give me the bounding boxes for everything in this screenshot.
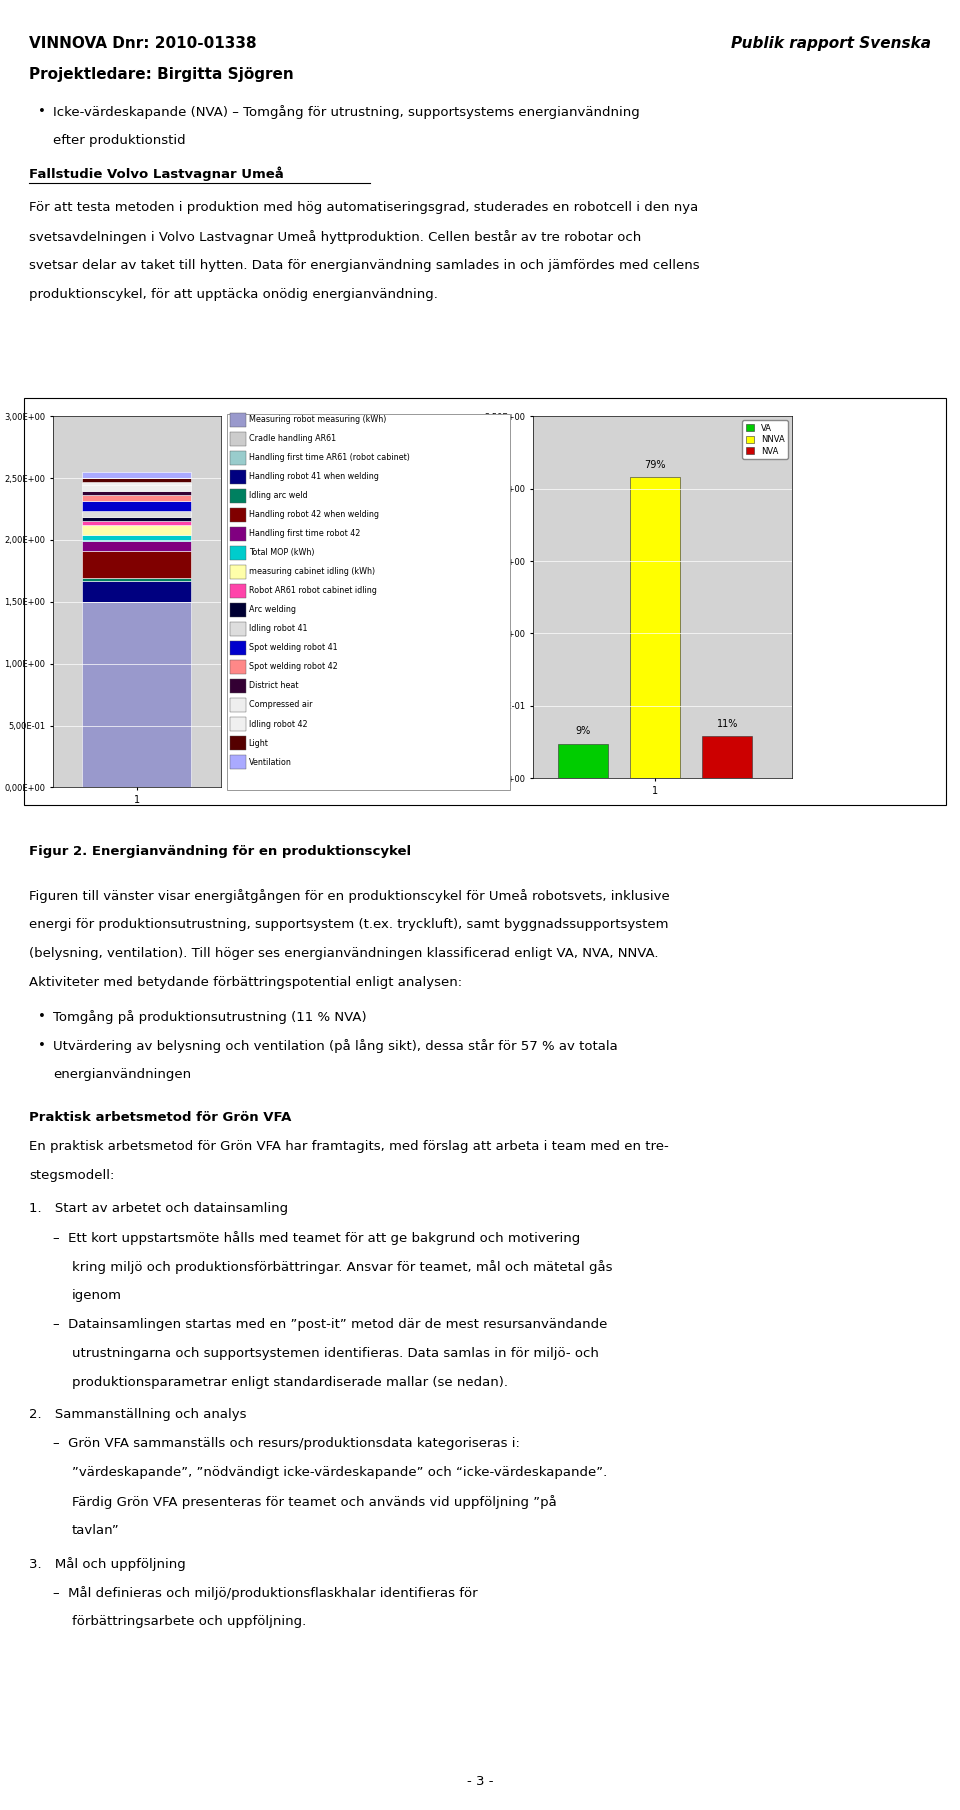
Text: •: •: [38, 105, 46, 118]
Text: Aktiviteter med betydande förbättringspotential enligt analysen:: Aktiviteter med betydande förbättringspo…: [29, 976, 462, 988]
Legend: VA, NNVA, NVA: VA, NNVA, NVA: [742, 420, 788, 460]
Bar: [83, 485, 191, 492]
Bar: [558, 744, 609, 778]
Text: Cradle handling AR61: Cradle handling AR61: [249, 434, 336, 443]
Text: svetsavdelningen i Volvo Lastvagnar Umeå hyttproduktion. Cellen består av tre ro: svetsavdelningen i Volvo Lastvagnar Umeå…: [29, 230, 641, 244]
Text: Praktisk arbetsmetod för Grön VFA: Praktisk arbetsmetod för Grön VFA: [29, 1111, 291, 1124]
Bar: [83, 510, 191, 518]
Bar: [83, 496, 191, 501]
Text: 79%: 79%: [644, 460, 666, 471]
Text: utrustningarna och supportsystemen identifieras. Data samlas in för miljö- och: utrustningarna och supportsystemen ident…: [72, 1347, 599, 1359]
Text: Total MOP (kWh): Total MOP (kWh): [249, 548, 314, 557]
Text: energianvändningen: energianvändningen: [53, 1068, 191, 1081]
Text: –  Grön VFA sammanställs och resurs/produktionsdata kategoriseras i:: – Grön VFA sammanställs och resurs/produ…: [53, 1437, 519, 1450]
Text: För att testa metoden i produktion med hög automatiseringsgrad, studerades en ro: För att testa metoden i produktion med h…: [29, 201, 698, 214]
Bar: [83, 501, 191, 510]
Bar: [630, 478, 681, 778]
Text: Fallstudie Volvo Lastvagnar Umeå: Fallstudie Volvo Lastvagnar Umeå: [29, 167, 283, 181]
Text: –  Datainsamlingen startas med en ”post-it” metod där de mest resursanvändande: – Datainsamlingen startas med en ”post-i…: [53, 1318, 607, 1330]
Text: Measuring robot measuring (kWh): Measuring robot measuring (kWh): [249, 416, 386, 424]
Text: produktionscykel, för att upptäcka onödig energianvändning.: produktionscykel, för att upptäcka onödi…: [29, 288, 438, 300]
Text: tavlan”: tavlan”: [72, 1524, 120, 1537]
Text: measuring cabinet idling (kWh): measuring cabinet idling (kWh): [249, 568, 374, 576]
Text: förbättringsarbete och uppföljning.: förbättringsarbete och uppföljning.: [72, 1615, 306, 1627]
Text: produktionsparametrar enligt standardiserade mallar (se nedan).: produktionsparametrar enligt standardise…: [72, 1376, 508, 1388]
Text: Handling first time AR61 (robot cabinet): Handling first time AR61 (robot cabinet): [249, 454, 410, 462]
Text: VINNOVA Dnr: 2010-01338: VINNOVA Dnr: 2010-01338: [29, 36, 256, 51]
Text: Spot welding robot 42: Spot welding robot 42: [249, 662, 337, 672]
Text: Figuren till vänster visar energiåtgången för en produktionscykel för Umeå robot: Figuren till vänster visar energiåtgånge…: [29, 889, 669, 903]
Text: stegsmodell:: stegsmodell:: [29, 1169, 114, 1182]
Text: igenom: igenom: [72, 1289, 122, 1301]
Text: Spot welding robot 41: Spot welding robot 41: [249, 644, 337, 652]
Text: Idling arc weld: Idling arc weld: [249, 492, 307, 500]
Text: ”värdeskapande”, ”nödvändigt icke-värdeskapande” och “icke-värdeskapande”.: ”värdeskapande”, ”nödvändigt icke-värdes…: [72, 1466, 608, 1479]
Bar: [83, 481, 191, 485]
Text: En praktisk arbetsmetod för Grön VFA har framtagits, med förslag att arbeta i te: En praktisk arbetsmetod för Grön VFA har…: [29, 1140, 668, 1153]
Text: 3. Mål och uppföljning: 3. Mål och uppföljning: [29, 1557, 185, 1571]
Bar: [83, 518, 191, 521]
Bar: [83, 581, 191, 601]
Text: Publik rapport Svenska: Publik rapport Svenska: [732, 36, 931, 51]
Bar: [83, 525, 191, 534]
Text: 11%: 11%: [716, 719, 738, 729]
Text: energi för produktionsutrustning, supportsystem (t.ex. tryckluft), samt byggnads: energi för produktionsutrustning, suppor…: [29, 918, 668, 930]
Text: Utvärdering av belysning och ventilation (på lång sikt), dessa står för 57 % av : Utvärdering av belysning och ventilation…: [53, 1039, 617, 1053]
Text: efter produktionstid: efter produktionstid: [53, 134, 185, 147]
Text: Figur 2. Energianvändning för en produktionscykel: Figur 2. Energianvändning för en produkt…: [29, 845, 411, 858]
Text: Arc welding: Arc welding: [249, 606, 296, 614]
Text: Robot AR61 robot cabinet idling: Robot AR61 robot cabinet idling: [249, 586, 376, 595]
Bar: [83, 577, 191, 581]
Text: kring miljö och produktionsförbättringar. Ansvar för teamet, mål och mätetal gås: kring miljö och produktionsförbättringar…: [72, 1260, 612, 1274]
Text: Handling robot 41 when welding: Handling robot 41 when welding: [249, 472, 378, 481]
Text: 2. Sammanställning och analys: 2. Sammanställning och analys: [29, 1408, 247, 1421]
Text: - 3 -: - 3 -: [467, 1776, 493, 1788]
Bar: [83, 521, 191, 525]
Text: Light: Light: [249, 738, 269, 748]
Bar: [83, 541, 191, 550]
Bar: [83, 478, 191, 481]
Text: Idling robot 41: Idling robot 41: [249, 624, 307, 633]
Text: 9%: 9%: [576, 726, 590, 737]
Text: •: •: [38, 1010, 46, 1023]
Text: Handling robot 42 when welding: Handling robot 42 when welding: [249, 510, 378, 519]
Text: Icke-värdeskapande (NVA) – Tomgång för utrustning, supportsystems energianvändni: Icke-värdeskapande (NVA) – Tomgång för u…: [53, 105, 639, 119]
Text: •: •: [38, 1039, 46, 1052]
Text: –  Ett kort uppstartsmöte hålls med teamet för att ge bakgrund och motivering: – Ett kort uppstartsmöte hålls med teame…: [53, 1231, 580, 1245]
Text: Projektledare: Birgitta Sjögren: Projektledare: Birgitta Sjögren: [29, 67, 294, 81]
Text: svetsar delar av taket till hytten. Data för energianvändning samlades in och jä: svetsar delar av taket till hytten. Data…: [29, 259, 700, 272]
Bar: [83, 472, 191, 478]
Bar: [702, 737, 753, 778]
Text: District heat: District heat: [249, 682, 299, 690]
Bar: [83, 550, 191, 577]
Text: Idling robot 42: Idling robot 42: [249, 720, 307, 728]
Text: –  Mål definieras och miljö/produktionsflaskhalar identifieras för: – Mål definieras och miljö/produktionsfl…: [53, 1586, 477, 1600]
Text: (belysning, ventilation). Till höger ses energianvändningen klassificerad enligt: (belysning, ventilation). Till höger ses…: [29, 947, 659, 959]
Bar: [83, 534, 191, 541]
Y-axis label: kWh: kWh: [468, 586, 479, 608]
Text: Färdig Grön VFA presenteras för teamet och används vid uppföljning ”på: Färdig Grön VFA presenteras för teamet o…: [72, 1495, 557, 1510]
Text: Tomgång på produktionsutrustning (11 % NVA): Tomgång på produktionsutrustning (11 % N…: [53, 1010, 367, 1024]
Bar: [83, 601, 191, 787]
Text: Compressed air: Compressed air: [249, 700, 312, 710]
Text: Handling first time robot 42: Handling first time robot 42: [249, 530, 360, 538]
Text: Ventilation: Ventilation: [249, 758, 292, 766]
Bar: [83, 492, 191, 496]
Text: 1. Start av arbetet och datainsamling: 1. Start av arbetet och datainsamling: [29, 1202, 288, 1215]
